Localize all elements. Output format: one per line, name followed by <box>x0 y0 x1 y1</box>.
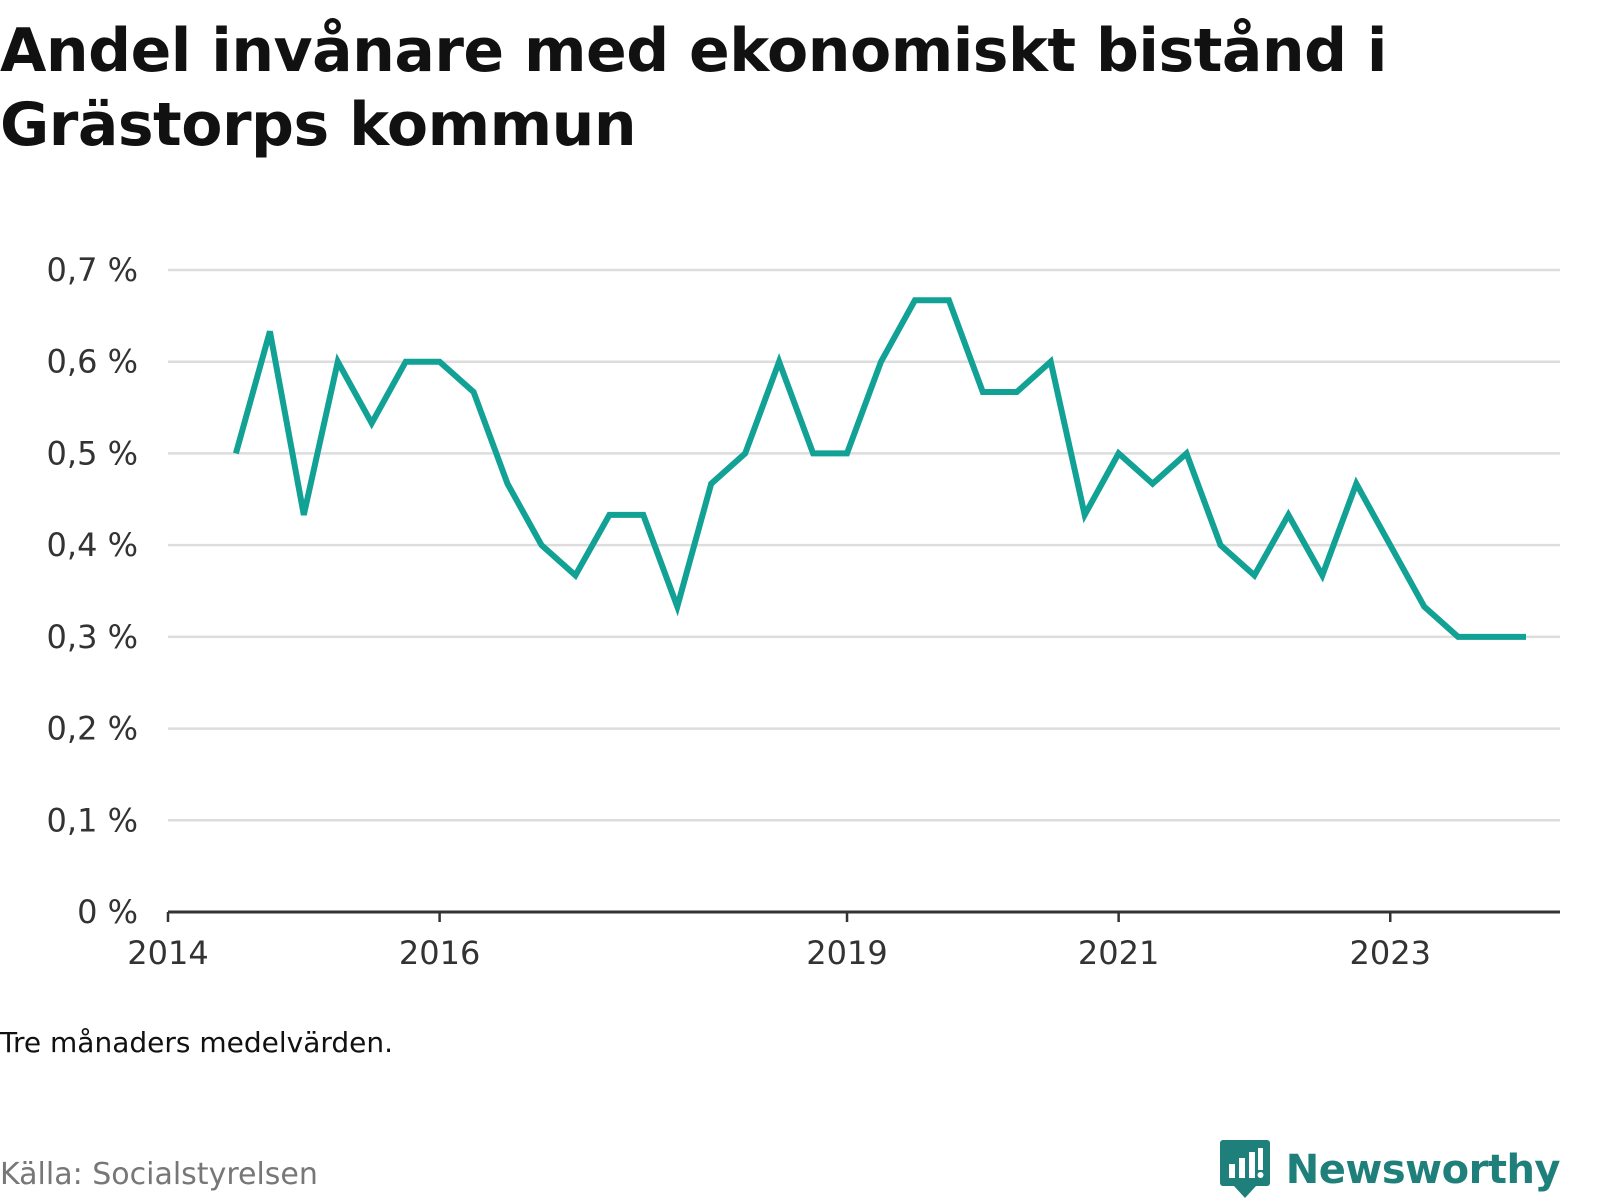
gridlines <box>168 268 1560 822</box>
chart-note: Tre månaders medelvärden. <box>0 1026 394 1059</box>
x-tick-label: 2019 <box>806 934 887 972</box>
newsworthy-logo-icon <box>1219 1140 1270 1198</box>
line-chart: 0 % 0,1 % 0,2 % 0,3 % 0,4 % 0,5 % 0,6 % 0,7 % 2… <box>47 251 1560 972</box>
y-tick-label: 0,4 % <box>47 526 138 564</box>
x-axis: 2014 2016 2019 2021 2023 <box>127 910 1560 972</box>
chart-title: Andel invånare med ekonomiskt bistånd i … <box>0 16 1387 160</box>
y-tick-label: 0,7 % <box>47 251 138 289</box>
source-text: Källa: Socialstyrelsen <box>0 1157 318 1192</box>
x-tick-label: 2021 <box>1078 934 1159 972</box>
x-tick-label: 2016 <box>399 934 480 972</box>
brand-name: Newsworthy <box>1285 1147 1561 1193</box>
y-axis-labels: 0 % 0,1 % 0,2 % 0,3 % 0,4 % 0,5 % 0,6 % 0,7 % <box>47 251 138 931</box>
x-tick-label: 2023 <box>1350 934 1431 972</box>
y-tick-label: 0,1 % <box>47 801 138 839</box>
y-tick-label: 0,3 % <box>47 618 138 656</box>
y-tick-label: 0,5 % <box>47 434 138 472</box>
series-line <box>233 297 1526 640</box>
y-tick-label: 0,6 % <box>47 343 138 381</box>
y-tick-label: 0,2 % <box>47 710 138 748</box>
brand-logo[interactable]: Newsworthy <box>1219 1140 1561 1200</box>
y-tick-label: 0 % <box>77 893 138 931</box>
series-layer <box>233 297 1527 640</box>
x-tick-label: 2014 <box>127 934 208 972</box>
